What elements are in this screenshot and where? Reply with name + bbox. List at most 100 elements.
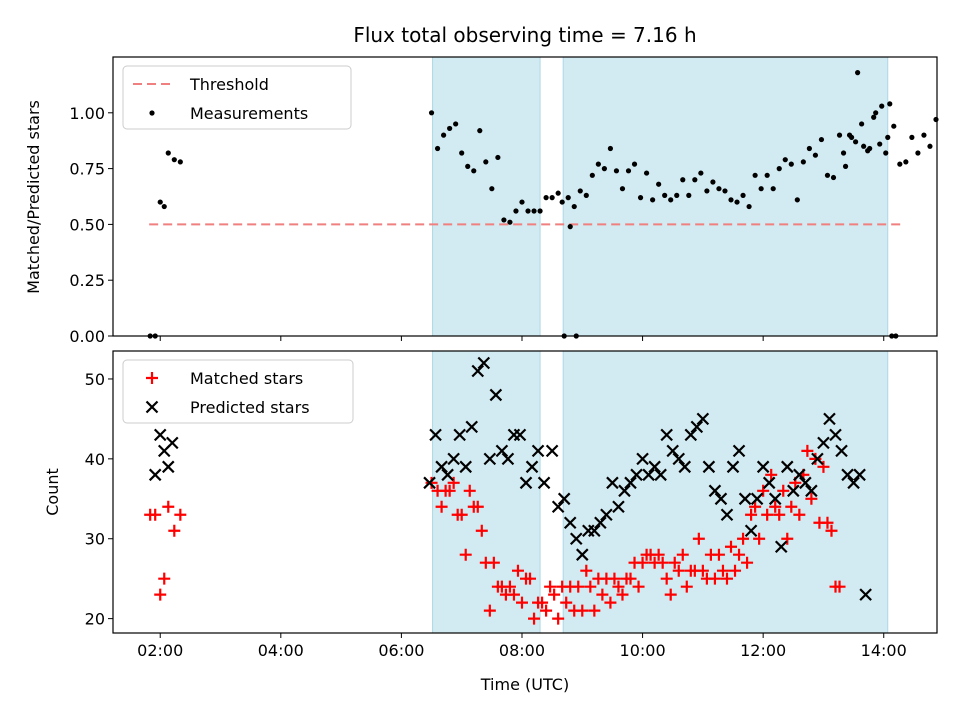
plot-frame — [112, 350, 938, 634]
matched-star-point — [158, 572, 171, 585]
predicted-star-point — [690, 420, 704, 434]
predicted-star-point — [465, 420, 479, 434]
measurement-point — [543, 195, 549, 201]
matched-star-point — [656, 556, 669, 569]
legend: Threshold Measurements — [122, 65, 352, 130]
measurement-point — [692, 177, 698, 183]
predicted-star-point — [557, 492, 571, 506]
legend-matched-swatch — [146, 372, 158, 384]
measurement-point — [680, 177, 686, 183]
measurement-point — [758, 186, 764, 192]
measurement-point — [776, 166, 782, 172]
observing-span — [562, 56, 889, 337]
matched-star-point — [745, 508, 758, 521]
matched-star-point — [536, 596, 549, 609]
matched-star-point — [737, 532, 750, 545]
matched-star-point — [511, 564, 524, 577]
matched-star-point — [777, 484, 790, 497]
measurement-point — [698, 170, 704, 176]
y-tick-label: 50 — [85, 370, 105, 389]
measurement-point — [525, 208, 531, 214]
matched-star-point — [809, 452, 822, 465]
y-tick-label: 40 — [85, 450, 105, 469]
x-tick-label: 10:00 — [620, 641, 666, 660]
matched-star-point — [761, 508, 774, 521]
predicted-star-point — [630, 468, 643, 482]
matched-star-point — [515, 596, 528, 609]
matched-star-point — [548, 588, 561, 601]
x-tick-label: 08:00 — [499, 641, 545, 660]
predicted-star-point — [672, 452, 686, 466]
matched-star-point — [524, 572, 537, 585]
matched-star-point — [455, 508, 468, 521]
measurement-point — [625, 168, 632, 174]
y-tick-label: 20 — [85, 610, 105, 629]
legend-box — [122, 65, 352, 130]
x-tick-label: 02:00 — [137, 641, 183, 660]
measurement-point — [428, 110, 435, 116]
predicted-star-point — [738, 492, 752, 506]
measurement-point — [565, 195, 571, 201]
measurement-point — [465, 163, 471, 169]
matched-star-point — [729, 564, 742, 577]
predicted-star-point — [823, 412, 836, 426]
predicted-star-point — [471, 364, 485, 378]
measurement-point — [165, 150, 171, 156]
measurement-point — [846, 132, 853, 138]
predicted-star-point — [447, 452, 460, 466]
y-tick-label: 30 — [85, 530, 105, 549]
matched-star-point — [596, 588, 609, 601]
matched-star-point — [435, 500, 448, 513]
measurement-point — [818, 136, 825, 143]
predicted-star-point — [744, 524, 758, 538]
predicted-star-point — [805, 484, 818, 498]
chart-title: Flux total observing time = 7.16 h — [353, 23, 696, 47]
matched-star-point — [576, 604, 589, 617]
matched-star-point — [785, 500, 798, 513]
measurement-point — [728, 197, 734, 203]
matched-star-point — [149, 508, 162, 521]
matched-star-point — [544, 580, 557, 593]
matched-star-point — [154, 588, 167, 601]
predicted-star-point — [148, 468, 162, 482]
measurement-point — [519, 199, 525, 205]
predicted-star-point — [684, 428, 698, 442]
y-tick-label: 1.00 — [69, 104, 105, 123]
predicted-star-point — [618, 484, 631, 498]
matched-star-point — [168, 524, 181, 537]
predicted-star-point — [429, 428, 442, 442]
y-tick-label: 0.75 — [69, 160, 105, 179]
matched-star-point — [560, 596, 573, 609]
predicted-star-point — [495, 444, 509, 458]
predicted-star-point — [768, 492, 782, 506]
matched-star-point — [572, 580, 585, 593]
matched-star-point — [741, 556, 754, 569]
measurement-point — [477, 128, 483, 134]
matched-star-point — [632, 580, 645, 593]
legend-label: Matched stars — [190, 369, 303, 388]
predicted-star-point — [569, 532, 583, 546]
predicted-star-point — [435, 460, 448, 474]
legend-predicted-swatch — [145, 400, 159, 414]
matched-star-point — [604, 596, 617, 609]
measurement-point — [495, 154, 501, 161]
measurement-point — [483, 159, 489, 165]
measurement-point — [788, 161, 794, 167]
y-tick-label: 0.25 — [69, 271, 105, 290]
matched-star-point — [459, 548, 472, 561]
measurement-point — [637, 195, 644, 201]
predicted-star-point — [780, 460, 794, 474]
measurement-point — [601, 166, 607, 172]
measurement-point — [722, 188, 728, 194]
measurement-point — [887, 101, 893, 107]
predicted-star-point — [153, 428, 167, 442]
measurement-point — [752, 172, 758, 178]
measurement-point — [933, 116, 939, 123]
measurement-point — [853, 139, 859, 145]
predicted-star-point — [720, 508, 734, 522]
predicted-star-point — [453, 428, 466, 442]
predicted-star-point — [600, 508, 613, 522]
predicted-star-point — [841, 468, 854, 482]
measurement-point — [577, 188, 583, 194]
predicted-star-point — [161, 460, 175, 474]
